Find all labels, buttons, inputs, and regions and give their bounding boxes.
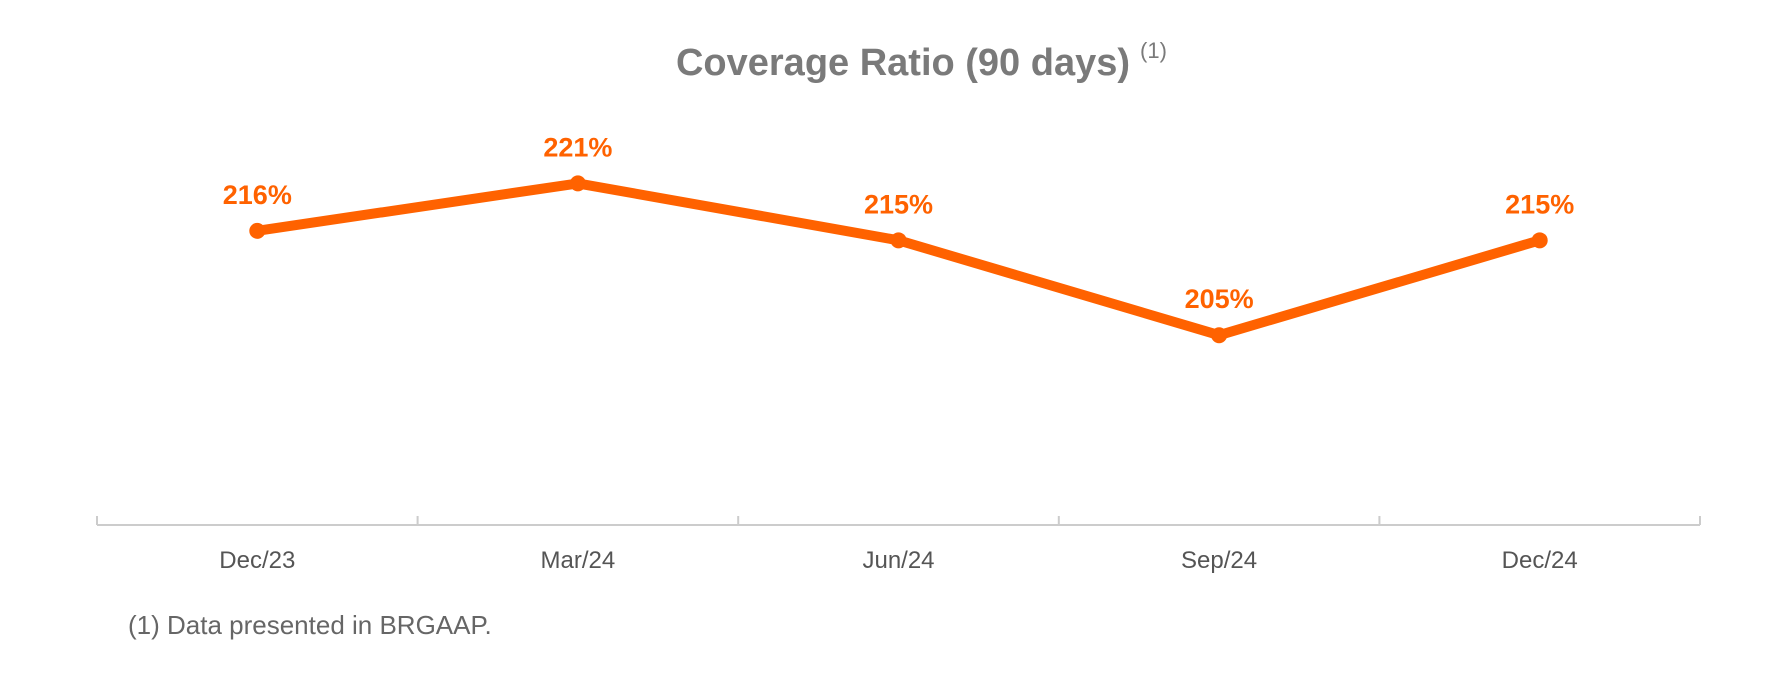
data-points	[249, 175, 1548, 344]
x-tick-labels: Dec/23 Mar/24 Jun/24 Sep/24 Dec/24	[219, 547, 1577, 574]
data-label: 216%	[223, 180, 292, 210]
x-tick-label: Dec/23	[219, 547, 295, 574]
x-tick-label: Dec/24	[1502, 547, 1578, 574]
x-tick-label: Mar/24	[541, 547, 616, 574]
footnote: (1) Data presented in BRGAAP.	[128, 610, 492, 640]
data-point-dec-24	[1531, 232, 1548, 249]
chart-title: Coverage Ratio (90 days)	[676, 42, 1130, 84]
data-labels: 216% 221% 215% 205% 215%	[223, 132, 1574, 314]
chart-title-note: (1)	[1140, 38, 1167, 63]
data-label: 215%	[864, 189, 933, 219]
data-point-sep-24	[1211, 327, 1228, 344]
data-point-dec-23	[249, 222, 266, 239]
x-axis	[96, 516, 1701, 526]
data-point-mar-24	[569, 175, 586, 192]
data-point-jun-24	[890, 232, 907, 249]
x-tick-label: Jun/24	[862, 547, 934, 574]
data-label: 215%	[1505, 189, 1574, 219]
data-label: 221%	[543, 132, 612, 162]
data-label: 205%	[1185, 284, 1254, 314]
x-tick-label: Sep/24	[1181, 547, 1257, 574]
